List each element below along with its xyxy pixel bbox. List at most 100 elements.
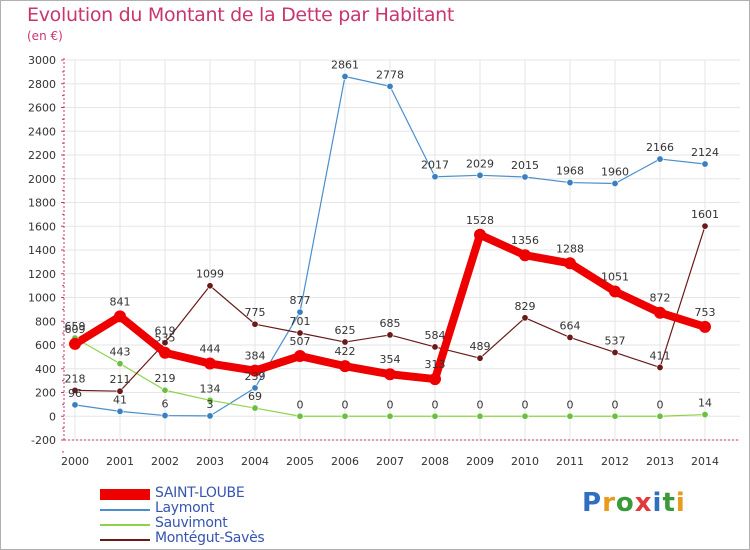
y-tick-label: 2200 xyxy=(28,149,56,162)
x-tick-label: 2006 xyxy=(331,455,359,468)
data-label: 1960 xyxy=(601,166,629,179)
data-label: 0 xyxy=(297,398,304,411)
x-tick-label: 2005 xyxy=(286,455,314,468)
data-point xyxy=(566,179,574,187)
data-point xyxy=(609,285,621,298)
data-label: 625 xyxy=(335,324,356,337)
data-label: 535 xyxy=(155,332,176,345)
series-markers xyxy=(69,73,711,420)
data-label: 41 xyxy=(113,393,127,406)
legend-label: Montégut-Savès xyxy=(155,530,265,546)
data-label: 2778 xyxy=(376,68,404,81)
data-point xyxy=(116,407,124,415)
data-point xyxy=(384,368,396,381)
data-label: 0 xyxy=(387,398,394,411)
data-label: 0 xyxy=(567,398,574,411)
data-point xyxy=(521,173,529,181)
data-point xyxy=(701,222,709,230)
x-tick-label: 2007 xyxy=(376,455,404,468)
data-point xyxy=(521,314,529,322)
data-point xyxy=(386,82,394,90)
data-point xyxy=(566,333,574,341)
data-point xyxy=(69,337,81,350)
data-label: 239 xyxy=(245,370,266,383)
logo-letter: i xyxy=(675,488,686,518)
y-tick-label: 3000 xyxy=(28,54,56,67)
data-label: 659 xyxy=(65,320,86,333)
data-point xyxy=(341,412,349,420)
data-label: 0 xyxy=(612,398,619,411)
data-label: 96 xyxy=(68,387,82,400)
data-label: 619 xyxy=(155,325,176,338)
data-label: 1601 xyxy=(691,208,719,221)
x-tick-label: 2009 xyxy=(466,455,494,468)
data-label: 584 xyxy=(425,329,446,342)
chart-unit: (en €) xyxy=(27,29,63,43)
grid xyxy=(64,59,740,441)
data-label: 829 xyxy=(515,300,536,313)
data-point xyxy=(431,343,439,351)
logo-letter: P xyxy=(582,488,603,518)
data-label: 775 xyxy=(245,306,266,319)
data-point xyxy=(431,412,439,420)
data-point xyxy=(699,320,711,333)
data-label: 664 xyxy=(560,319,581,332)
data-label: 218 xyxy=(65,372,86,385)
x-tick-label: 2004 xyxy=(241,455,269,468)
data-point xyxy=(611,412,619,420)
data-label: 0 xyxy=(432,398,439,411)
x-tick-label: 2001 xyxy=(106,455,134,468)
legend-swatch xyxy=(100,489,150,500)
y-tick-label: 800 xyxy=(35,315,56,328)
y-tick-label: -200 xyxy=(31,434,56,447)
y-tick-label: 1000 xyxy=(28,292,56,305)
y-tick-label: 1400 xyxy=(28,244,56,257)
data-point xyxy=(476,412,484,420)
data-point xyxy=(116,387,124,395)
data-point xyxy=(71,386,79,394)
x-tick-label: 2008 xyxy=(421,455,449,468)
data-point xyxy=(206,282,214,290)
data-label: 685 xyxy=(380,317,401,330)
data-point xyxy=(249,364,261,377)
y-tick-label: 2000 xyxy=(28,173,56,186)
x-tick-label: 2013 xyxy=(646,455,674,468)
axes: -200020040060080010001200140016001800200… xyxy=(28,54,740,468)
data-label: 2124 xyxy=(691,146,719,159)
x-tick-label: 2014 xyxy=(691,455,719,468)
data-point xyxy=(474,228,486,241)
data-label: 507 xyxy=(290,335,311,348)
data-label: 841 xyxy=(110,295,131,308)
data-point xyxy=(476,171,484,179)
data-point xyxy=(294,350,306,363)
data-label: 0 xyxy=(477,398,484,411)
line-chart: -200020040060080010001200140016001800200… xyxy=(28,54,740,468)
data-point xyxy=(296,308,304,316)
data-point xyxy=(206,396,214,404)
chart-title: Evolution du Montant de la Dette par Hab… xyxy=(27,4,455,26)
data-point xyxy=(429,373,441,386)
data-point xyxy=(656,155,664,163)
data-label: 219 xyxy=(155,372,176,385)
data-point xyxy=(564,257,576,270)
data-label: 14 xyxy=(698,397,712,410)
data-point xyxy=(339,360,351,373)
data-point xyxy=(519,249,531,262)
proxiti-logo: Proxiti xyxy=(582,488,686,518)
data-label: 313 xyxy=(425,358,446,371)
data-labels: 96 41 6 3 239 877 2861 2778 2017 2029 2015 1968 1960… xyxy=(65,59,720,412)
data-label: 2017 xyxy=(421,159,449,172)
data-label: 354 xyxy=(380,353,401,366)
data-point xyxy=(251,384,259,392)
data-label: 211 xyxy=(110,373,131,386)
data-label: 1288 xyxy=(556,242,584,255)
data-point xyxy=(71,401,79,409)
data-label: 0 xyxy=(342,398,349,411)
data-label: 872 xyxy=(650,292,671,305)
y-tick-label: 2600 xyxy=(28,102,56,115)
data-label: 6 xyxy=(162,398,169,411)
data-point xyxy=(159,346,171,359)
data-point xyxy=(161,386,169,394)
data-label: 1051 xyxy=(601,270,629,283)
